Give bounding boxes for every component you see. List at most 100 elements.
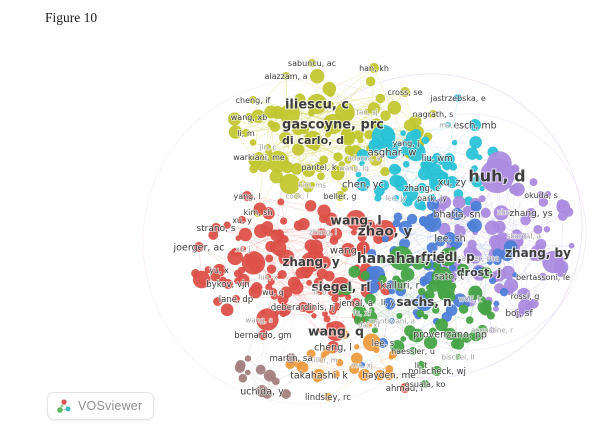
author-label: kim, sh <box>244 208 273 217</box>
cross-edge <box>267 316 426 394</box>
author-node <box>319 228 327 236</box>
author-label: han, kh <box>359 64 389 73</box>
author-label: bischel, ll <box>442 353 475 361</box>
author-label: friedl, p <box>421 250 475 264</box>
edge <box>311 171 386 186</box>
author-node <box>299 124 310 135</box>
author-label: wang, s <box>246 316 273 324</box>
author-node <box>309 68 325 84</box>
author-node <box>222 278 234 290</box>
author-node <box>400 335 407 342</box>
author-node <box>390 339 405 355</box>
author-node <box>416 309 425 318</box>
author-node <box>264 143 272 151</box>
author-node <box>467 239 477 250</box>
author-node <box>479 266 490 277</box>
halo-ring <box>142 79 468 405</box>
author-label: zhu, y <box>497 208 518 216</box>
author-node <box>427 221 437 230</box>
author-node <box>360 270 371 281</box>
author-node <box>199 279 206 286</box>
author-label: gascoyne, prc <box>282 118 384 133</box>
edge <box>346 288 418 336</box>
author-node <box>353 343 360 350</box>
author-node <box>356 241 370 255</box>
author-node <box>244 369 251 376</box>
author-label: di carlo, d <box>282 134 344 147</box>
author-label: lee, sh <box>434 233 465 244</box>
author-label: yu, x <box>209 266 229 275</box>
author-label: bertassoni, le <box>516 273 570 282</box>
author-label: zhang, by <box>505 246 571 260</box>
author-node <box>557 210 568 222</box>
author-node <box>237 273 250 287</box>
author-label: miller, m <box>306 356 337 364</box>
author-label: okuda, s <box>524 191 558 200</box>
edge <box>540 202 544 245</box>
author-node <box>334 190 346 202</box>
author-node <box>443 231 457 245</box>
author-node <box>431 301 438 308</box>
author-node <box>244 112 254 122</box>
author-node <box>520 232 528 240</box>
author-node <box>529 177 538 187</box>
author-node <box>467 253 477 263</box>
author-node <box>488 276 497 285</box>
edge <box>533 245 572 304</box>
cross-edge <box>345 211 569 336</box>
author-node <box>277 198 285 206</box>
edge <box>444 189 519 230</box>
author-label: wang, xb <box>231 113 268 122</box>
author-node <box>451 139 458 146</box>
author-node <box>261 220 274 234</box>
edge <box>330 91 406 105</box>
edge <box>293 109 356 153</box>
author-label: iliescu, c <box>285 98 349 113</box>
author-node <box>520 214 532 226</box>
author-node <box>399 382 411 394</box>
author-node <box>348 265 361 278</box>
author-node <box>359 160 366 167</box>
author-node <box>493 268 506 282</box>
author-node <box>408 346 418 356</box>
author-node <box>250 281 263 294</box>
author-label: jastrzebska, e <box>429 94 486 103</box>
edge <box>255 98 381 162</box>
author-node <box>418 203 427 211</box>
author-node <box>378 274 387 284</box>
author-node <box>220 303 234 317</box>
author-label: adamo, a <box>348 154 381 162</box>
author-node <box>431 365 443 377</box>
author-node <box>367 102 381 115</box>
author-node <box>307 58 317 68</box>
author-node <box>402 160 410 168</box>
author-label: zhang, y <box>282 255 339 269</box>
author-label: wang, lq <box>339 164 369 172</box>
author-node <box>311 312 317 319</box>
author-node <box>477 324 488 336</box>
author-node <box>285 352 297 364</box>
edge <box>478 181 534 273</box>
edge <box>302 129 305 184</box>
author-node <box>249 139 257 146</box>
author-label: alazzam, a <box>264 72 307 81</box>
author-label: bhatia, sn <box>433 209 480 220</box>
author-node <box>279 131 292 145</box>
author-node <box>529 244 547 262</box>
author-label: xu, zy <box>438 177 467 188</box>
author-node <box>536 190 546 200</box>
author-node <box>462 205 474 217</box>
edge <box>245 234 310 309</box>
author-node <box>394 175 405 186</box>
vosviewer-cluster-icon <box>57 399 71 413</box>
author-node <box>454 353 462 361</box>
author-node <box>568 242 575 249</box>
edge <box>376 274 393 322</box>
author-node <box>458 304 469 315</box>
author-node <box>348 363 360 375</box>
author-node <box>294 93 306 105</box>
author-node <box>503 278 519 293</box>
author-label: provenzano, pp <box>413 329 487 340</box>
author-label: uchida, y <box>240 386 284 397</box>
edge <box>339 292 426 317</box>
